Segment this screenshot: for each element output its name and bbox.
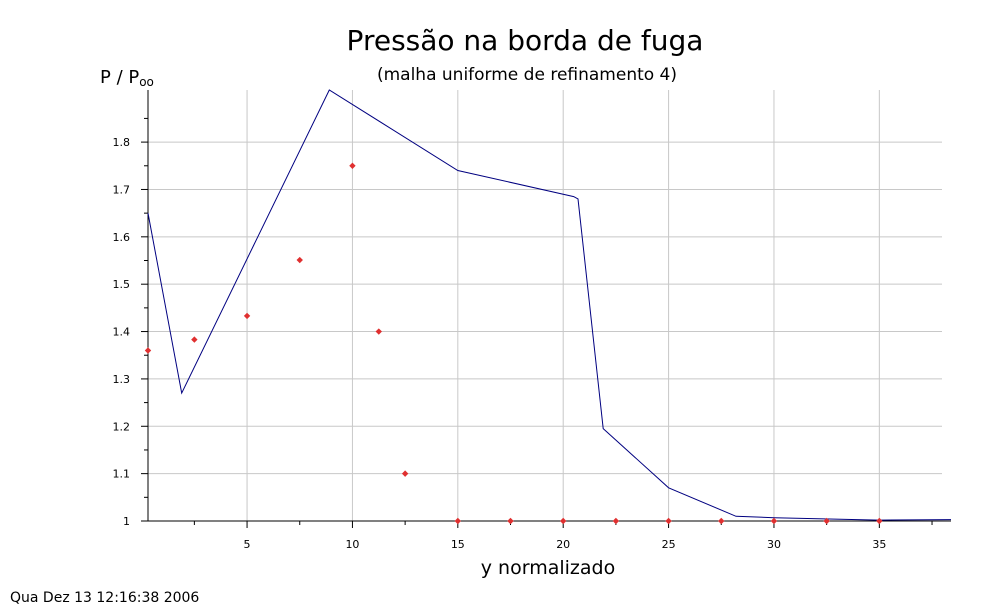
data-point: [297, 257, 303, 263]
y-ticks: 1 1.1 1.2 1.3 1.4 1.5 1.6 1.7 1.8: [113, 118, 149, 528]
data-point: [402, 470, 408, 476]
data-point: [455, 518, 461, 524]
data-point: [191, 336, 197, 342]
chart-subtitle: (malha uniforme de refinamento 4): [377, 65, 677, 85]
data-point: [145, 347, 151, 353]
y-tick-label: 1.5: [113, 278, 131, 291]
data-point: [507, 518, 513, 524]
data-point: [560, 518, 566, 524]
x-tick-label: 25: [662, 538, 676, 551]
x-tick-label: 20: [556, 538, 570, 551]
data-point: [718, 518, 724, 524]
y-tick-label: 1.8: [113, 136, 131, 149]
x-tick-label: 30: [767, 538, 781, 551]
data-point: [771, 518, 777, 524]
y-tick-label: 1.2: [113, 420, 131, 433]
x-tick-label: 35: [872, 538, 886, 551]
data-point: [665, 518, 671, 524]
y-tick-label: 1.4: [113, 326, 131, 339]
y-tick-label: 1.6: [113, 231, 131, 244]
data-point: [613, 518, 619, 524]
x-tick-label: 10: [345, 538, 359, 551]
data-point: [349, 163, 355, 169]
y-tick-label: 1: [123, 515, 130, 528]
y-axis-label: P / Poo: [100, 67, 154, 89]
timestamp: Qua Dez 13 12:16:38 2006: [10, 590, 199, 606]
series-line: [148, 90, 951, 520]
data-point: [376, 328, 382, 334]
series-layer: [145, 90, 951, 524]
x-axis-label: y normalizado: [481, 557, 615, 579]
axes: [148, 90, 951, 521]
x-tick-label: 5: [244, 538, 251, 551]
y-axis-label-main: P / P: [100, 67, 139, 88]
x-ticks: 5 10 15 20 25 30 35: [194, 521, 932, 551]
y-tick-label: 1.1: [113, 468, 131, 481]
data-point: [876, 518, 882, 524]
y-axis-label-subscript: oo: [139, 75, 154, 89]
y-tick-label: 1.7: [113, 183, 131, 196]
y-tick-label: 1.3: [113, 373, 131, 386]
x-tick-label: 15: [451, 538, 465, 551]
data-point: [244, 313, 250, 319]
chart-title: Pressão na borda de fuga: [347, 24, 704, 57]
grid: [148, 90, 942, 521]
